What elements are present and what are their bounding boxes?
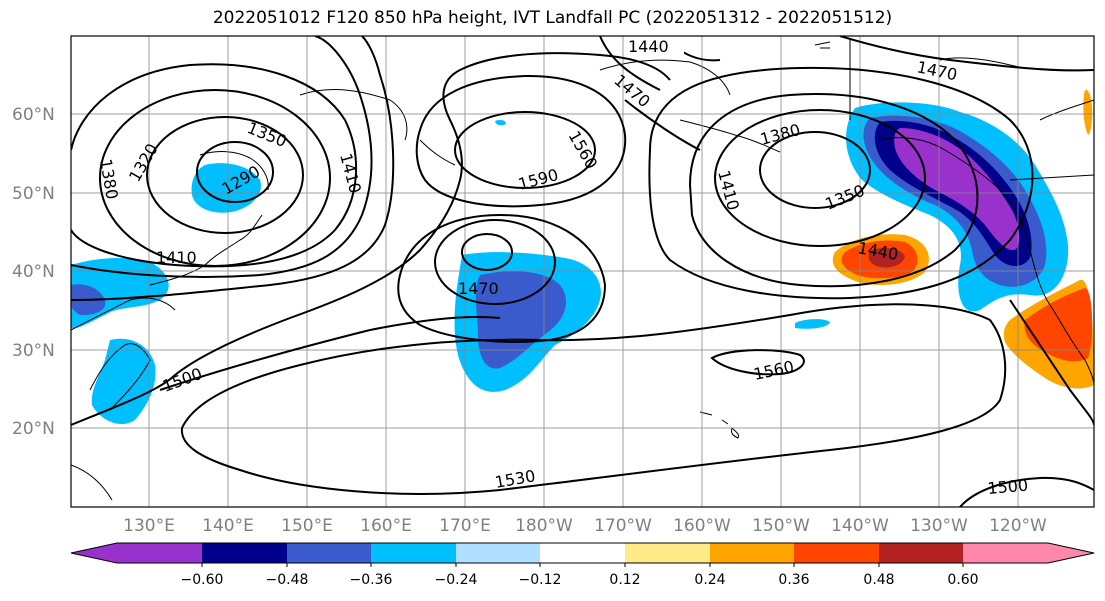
colorbar-segment (371, 543, 456, 563)
colorbar-segment (540, 543, 625, 563)
colorbar-segment (710, 543, 794, 563)
colorbar-tick-label: 0.48 (863, 572, 894, 588)
lon-label: 170°E (439, 516, 491, 536)
longitude-labels: 130°E 140°E 150°E 160°E 170°E 180°W 170°… (123, 516, 1047, 536)
gridlines (71, 36, 1094, 507)
lon-label: 170°W (594, 516, 652, 536)
colorbar: −0.60 −0.48 −0.36 −0.24 −0.12 0.12 0.24 … (70, 542, 1095, 588)
contour-label: 1500 (987, 476, 1029, 498)
colorbar-tick-label: 0.24 (694, 572, 725, 588)
lon-label: 180°W (515, 516, 573, 536)
lon-label: 130°E (123, 516, 175, 536)
colorbar-segment (287, 543, 371, 563)
colorbar-tick-label: −0.12 (519, 572, 562, 588)
colorbar-tick-label: −0.24 (435, 572, 478, 588)
colorbar-tick-label: −0.48 (266, 572, 309, 588)
colorbar-tick-label: 0.60 (947, 572, 978, 588)
map-title: 2022051012 F120 850 hPa height, IVT Land… (212, 8, 893, 28)
contour-label: 1440 (628, 37, 669, 56)
colorbar-ticks (201, 563, 964, 567)
colorbar-segment (625, 543, 710, 563)
height-contours (71, 36, 1094, 507)
contour-label: 1410 (156, 248, 197, 267)
lon-label: 160°E (360, 516, 412, 536)
lon-label: 140°E (202, 516, 254, 536)
colorbar-segment (456, 543, 540, 563)
lat-label: 20°N (12, 419, 55, 439)
coastlines (71, 40, 1094, 501)
latitude-labels: 60°N 50°N 40°N 30°N 20°N (12, 105, 55, 439)
colorbar-segment (202, 543, 287, 563)
lon-label: 150°W (752, 516, 810, 536)
map-frame (70, 35, 1095, 508)
lon-label: 120°W (989, 516, 1047, 536)
colorbar-outline (70, 542, 1095, 564)
lat-label: 50°N (12, 184, 55, 204)
colorbar-segment (71, 543, 202, 563)
map-panel (71, 36, 1094, 507)
colorbar-tick-label: −0.60 (181, 572, 224, 588)
colorbar-segment (879, 543, 963, 563)
lat-label: 40°N (12, 262, 55, 282)
contour-label: 1470 (458, 279, 499, 298)
lon-label: 150°E (281, 516, 333, 536)
colorbar-tick-label: 0.36 (778, 572, 809, 588)
colorbar-segment (963, 543, 1094, 563)
colorbar-tick-label: −0.36 (350, 572, 393, 588)
lon-label: 140°W (831, 516, 889, 536)
lon-label: 130°W (910, 516, 968, 536)
lon-label: 160°W (673, 516, 731, 536)
colorbar-segment (794, 543, 879, 563)
lat-label: 60°N (12, 105, 55, 125)
colorbar-tick-label: 0.12 (609, 572, 640, 588)
lat-label: 30°N (12, 341, 55, 361)
